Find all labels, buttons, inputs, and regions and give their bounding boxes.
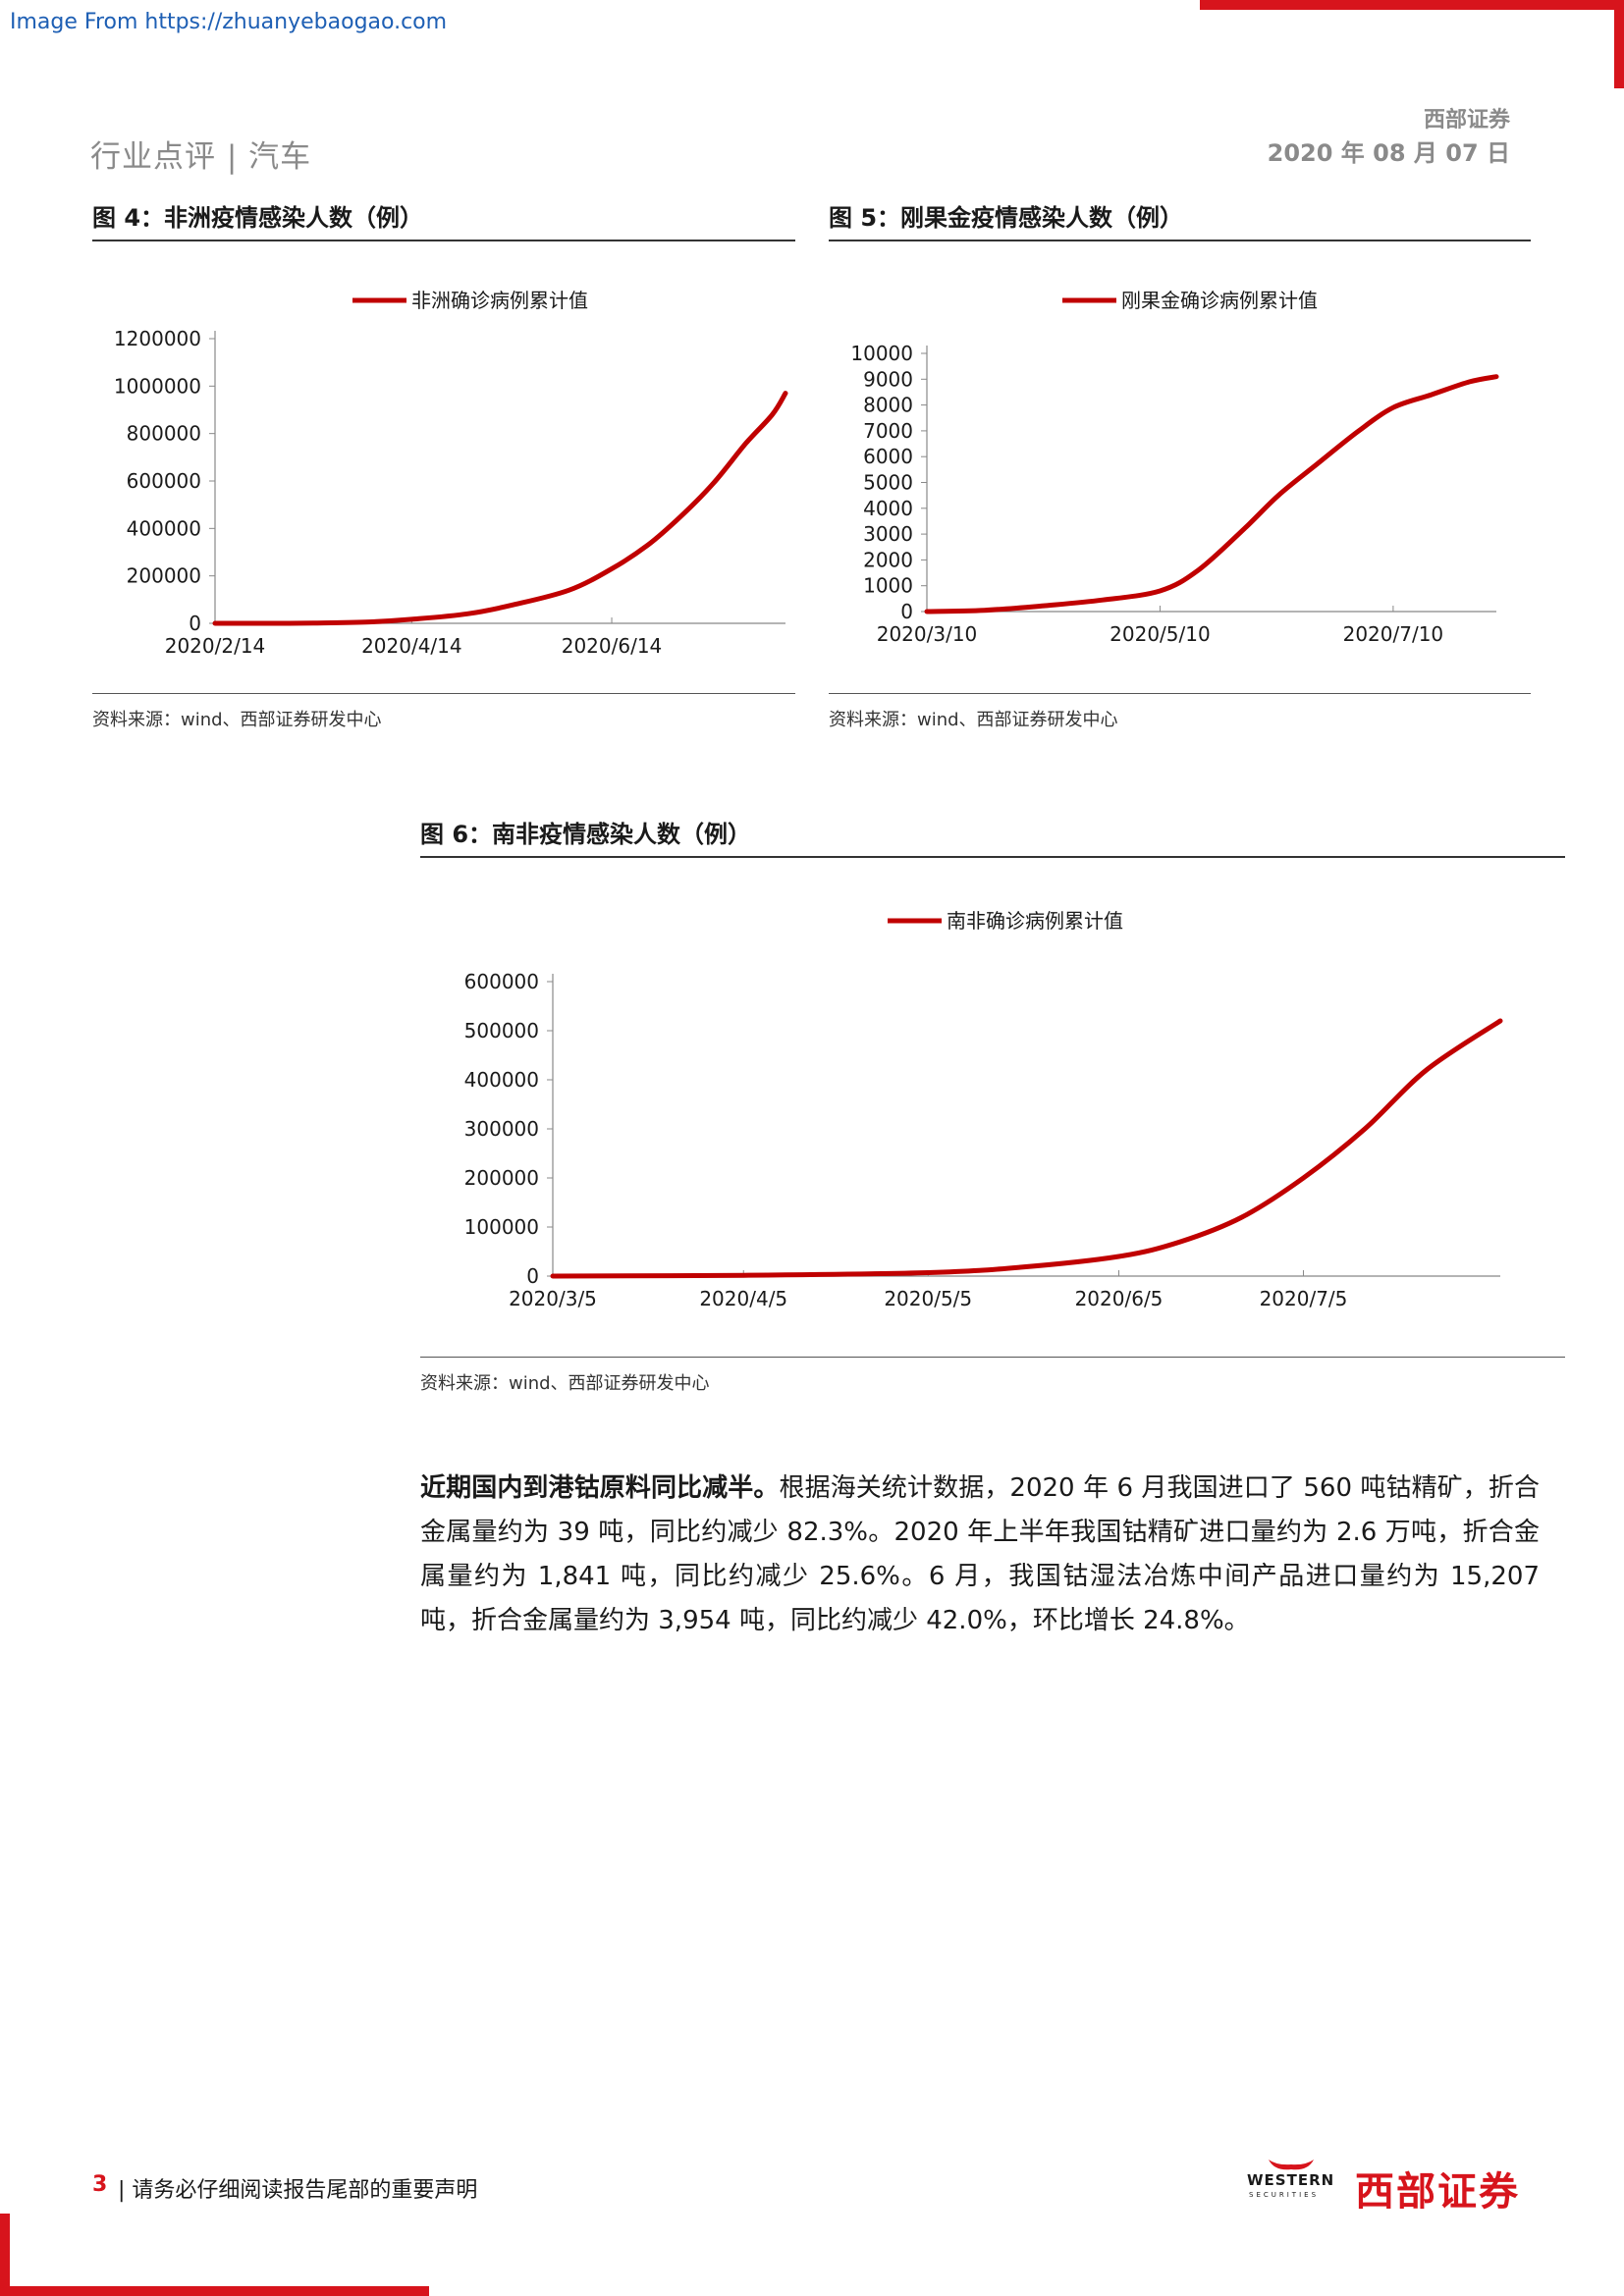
x-tick-label: 2020/3/10 bbox=[877, 622, 978, 646]
y-tick-label: 400000 bbox=[127, 516, 201, 540]
legend-label: 南非确诊病例累计值 bbox=[947, 909, 1123, 933]
y-tick-label: 6000 bbox=[863, 445, 913, 468]
y-tick-label: 7000 bbox=[863, 419, 913, 443]
top-right-red-bar bbox=[1614, 0, 1624, 88]
figure-6-title: 图 6：南非疫情感染人数（例） bbox=[420, 821, 752, 848]
y-tick-label: 100000 bbox=[464, 1215, 539, 1239]
x-tick-label: 2020/4/14 bbox=[361, 634, 462, 658]
x-tick-label: 2020/3/5 bbox=[509, 1287, 597, 1310]
bottom-left-red-bar bbox=[0, 2214, 10, 2296]
y-tick-label: 300000 bbox=[464, 1117, 539, 1141]
y-tick-label: 0 bbox=[526, 1264, 539, 1288]
paragraph-lead: 近期国内到港钴原料同比减半。 bbox=[420, 1473, 780, 1503]
y-tick-label: 500000 bbox=[464, 1019, 539, 1042]
bottom-red-bar bbox=[0, 2286, 429, 2296]
logo-english-text: WESTERN bbox=[1247, 2171, 1335, 2189]
header-company: 西部证券 bbox=[1423, 108, 1510, 133]
y-tick-label: 800000 bbox=[127, 422, 201, 446]
bull-horns-icon bbox=[1269, 2160, 1314, 2170]
figure-5-top-rule bbox=[829, 240, 1531, 241]
logo-chinese-text: 西部证券 bbox=[1355, 2169, 1520, 2215]
x-tick-label: 2020/2/14 bbox=[165, 634, 266, 658]
logo-english-subtext: SECURITIES bbox=[1249, 2191, 1320, 2199]
y-tick-label: 2000 bbox=[863, 548, 913, 571]
figure-6-bottom-rule bbox=[420, 1357, 1565, 1358]
top-red-bar bbox=[1200, 0, 1624, 10]
x-tick-label: 2020/6/5 bbox=[1075, 1287, 1164, 1310]
x-tick-label: 2020/6/14 bbox=[562, 634, 663, 658]
series-line bbox=[212, 391, 788, 626]
y-tick-label: 1000000 bbox=[114, 374, 201, 398]
y-tick-label: 200000 bbox=[464, 1166, 539, 1190]
figure-5-bottom-rule bbox=[829, 693, 1531, 694]
source-watermark-link[interactable]: Image From https://zhuanyebaogao.com bbox=[10, 10, 448, 34]
x-tick-label: 2020/7/5 bbox=[1260, 1287, 1348, 1310]
figure-5-source: 资料来源：wind、西部证券研发中心 bbox=[829, 710, 1118, 730]
chart-south-africa-cases: 南非确诊病例累计值 0 100000 200000 300000 400000 500000… bbox=[464, 909, 1503, 1310]
chart-africa-cases: 非洲确诊病例累计值 0 200000 400000 600000 800000 100000… bbox=[114, 289, 788, 658]
y-tick-label: 5000 bbox=[863, 471, 913, 495]
paragraph-body: 根据海关统计数据，2020 年 6 月我国进口了 560 吨钴精矿，折合金属量约… bbox=[420, 1473, 1540, 1635]
report-category: 行业点评 | 汽车 bbox=[90, 139, 312, 175]
disclaimer-notice: | 请务必仔细阅读报告尾部的重要声明 bbox=[118, 2178, 478, 2203]
y-tick-label: 1000 bbox=[863, 574, 913, 598]
cobalt-import-paragraph: 近期国内到港钴原料同比减半。根据海关统计数据，2020 年 6 月我国进口了 5… bbox=[420, 1467, 1540, 1643]
figure-4-top-rule bbox=[92, 240, 795, 241]
figure-4-title: 图 4：非洲疫情感染人数（例） bbox=[92, 204, 424, 232]
y-tick-label: 10000 bbox=[850, 342, 913, 365]
y-tick-label: 8000 bbox=[863, 394, 913, 417]
figure-6-top-rule bbox=[420, 856, 1565, 858]
figure-6-source: 资料来源：wind、西部证券研发中心 bbox=[420, 1373, 710, 1394]
x-tick-label: 2020/5/5 bbox=[884, 1287, 972, 1310]
legend-label: 非洲确诊病例累计值 bbox=[411, 289, 588, 312]
series-line bbox=[550, 1018, 1503, 1279]
figure-4-bottom-rule bbox=[92, 693, 795, 694]
y-tick-label: 1200000 bbox=[114, 327, 201, 350]
figure-5-title: 图 5：刚果金疫情感染人数（例） bbox=[829, 204, 1184, 232]
y-tick-label: 0 bbox=[189, 612, 201, 635]
figure-4-source: 资料来源：wind、西部证券研发中心 bbox=[92, 710, 382, 730]
y-tick-label: 600000 bbox=[127, 469, 201, 493]
y-tick-label: 600000 bbox=[464, 970, 539, 993]
y-tick-label: 4000 bbox=[863, 497, 913, 520]
x-tick-label: 2020/5/10 bbox=[1110, 622, 1211, 646]
report-date: 2020 年 08 月 07 日 bbox=[1267, 139, 1510, 167]
y-tick-label: 0 bbox=[900, 600, 913, 623]
page-number: 3 bbox=[92, 2172, 108, 2197]
y-tick-label: 400000 bbox=[464, 1068, 539, 1092]
x-tick-label: 2020/7/10 bbox=[1343, 622, 1444, 646]
legend-label: 刚果金确诊病例累计值 bbox=[1121, 289, 1318, 312]
y-tick-label: 3000 bbox=[863, 522, 913, 546]
series-line bbox=[924, 374, 1499, 614]
y-tick-label: 200000 bbox=[127, 564, 201, 588]
x-tick-label: 2020/4/5 bbox=[699, 1287, 787, 1310]
y-tick-label: 9000 bbox=[863, 367, 913, 391]
